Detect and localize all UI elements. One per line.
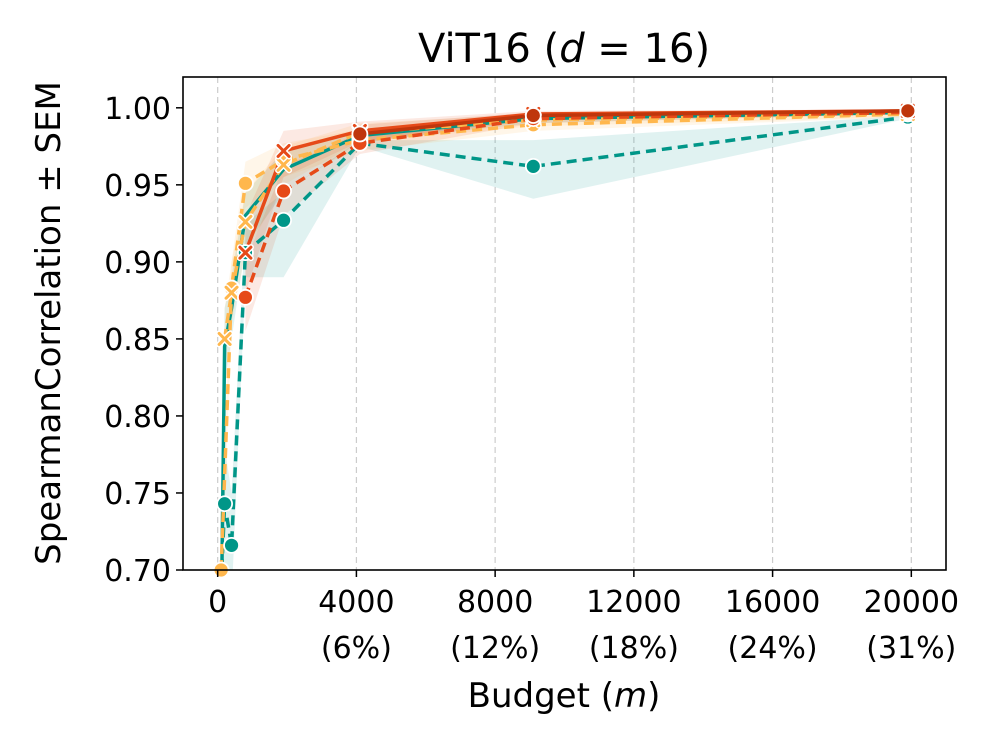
x-tick-sublabel: (18%): [589, 631, 679, 666]
data-point: [223, 284, 241, 302]
series-markers: [212, 102, 917, 579]
series-line: [243, 110, 908, 298]
x-tick-sublabel: (12%): [450, 631, 540, 666]
data-point: [899, 102, 917, 120]
error-band: [245, 109, 908, 293]
y-tick-label: 0.95: [104, 169, 171, 204]
data-point: [275, 142, 293, 160]
data-point: [236, 244, 254, 262]
chart-title: ViT16 (d = 16): [418, 26, 710, 72]
x-tick-label: 12000: [586, 585, 681, 620]
data-point: [275, 156, 293, 174]
data-point: [237, 288, 254, 306]
x-tick-label: 4000: [318, 585, 394, 620]
data-point: [275, 211, 292, 229]
x-tick-sublabel: (31%): [866, 631, 956, 666]
y-tick-label: 0.70: [104, 554, 171, 589]
data-point: [223, 536, 240, 554]
data-point: [236, 213, 254, 231]
y-tick-label: 0.80: [104, 400, 171, 435]
x-tick-label: 20000: [864, 585, 959, 620]
x-tick-sublabel: (24%): [728, 631, 818, 666]
x-tick-label: 16000: [725, 585, 820, 620]
data-point: [524, 157, 542, 175]
x-tick-label: 8000: [457, 585, 533, 620]
y-axis-ticks: 0.70 0.75 0.80 0.85 0.90 0.95 1.00: [104, 92, 183, 589]
y-tick-label: 0.75: [104, 477, 171, 512]
plot-frame: [182, 76, 947, 571]
grid: [217, 77, 912, 570]
x-axis-ticks: 0 4000 (6%) 8000 (12%) 12000 (18%) 16000 (24%) 20…: [208, 570, 959, 666]
y-tick-label: 0.85: [104, 323, 171, 358]
data-point: [237, 174, 254, 192]
x-axis-label: Budget (m): [468, 676, 661, 716]
x-tick-sublabel: (6%): [321, 631, 392, 666]
y-axis-label: SpearmanCorrelation ± SEM: [29, 81, 69, 565]
y-tick-label: 0.90: [104, 246, 171, 281]
x-tick-label: 0: [208, 585, 227, 620]
error-band: [221, 115, 908, 570]
data-point: [351, 125, 369, 143]
data-point: [216, 495, 234, 513]
y-tick-label: 1.00: [104, 92, 171, 127]
data-point: [275, 182, 292, 200]
data-point: [524, 107, 542, 124]
data-point: [216, 330, 234, 348]
